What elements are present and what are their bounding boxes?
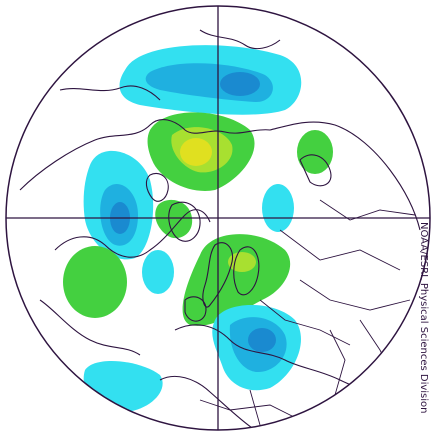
map-boundary xyxy=(5,5,431,431)
credit-text: NOAA/ESRL Physical Sciences Division xyxy=(418,222,429,414)
anomaly-shading xyxy=(63,45,333,412)
coastlines xyxy=(19,29,421,430)
